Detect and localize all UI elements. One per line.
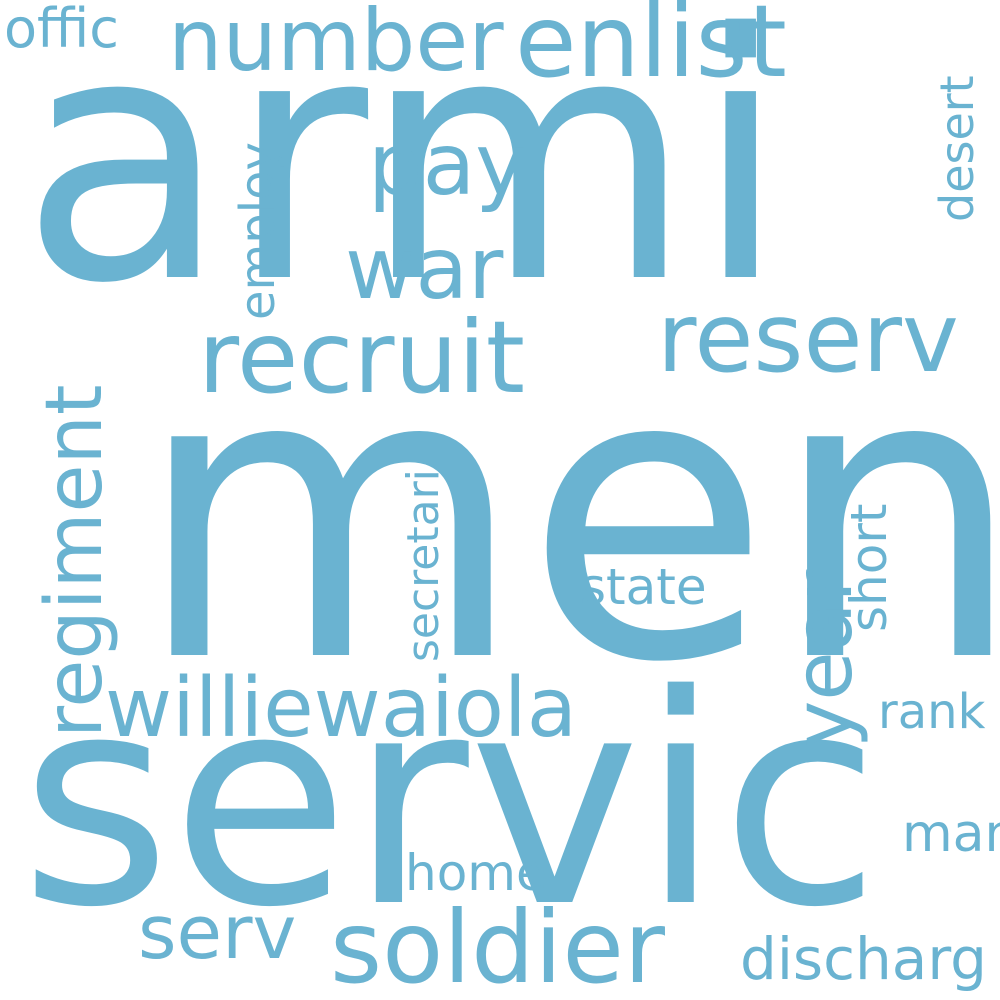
word-servic: servic: [20, 634, 881, 971]
word-number: number: [168, 0, 504, 91]
word-offic: offic: [4, 0, 119, 60]
word-man: man: [902, 804, 1000, 864]
word-men: men: [135, 285, 1000, 750]
word-employ: employ: [230, 142, 286, 320]
word-home: home: [405, 844, 547, 902]
word-enlist: enlist: [515, 0, 787, 100]
word-discharg: discharg: [740, 925, 987, 993]
word-state: state: [580, 558, 707, 616]
word-short: short: [840, 503, 898, 633]
word-reserv: reserv: [657, 282, 959, 394]
word-serv: serv: [138, 890, 297, 976]
word-secretari: secretari: [398, 469, 449, 662]
word-armi: armi: [20, 0, 788, 358]
word-desert: desert: [930, 75, 984, 222]
word-war: war: [345, 219, 504, 319]
word-pay: pay: [368, 115, 527, 215]
word-soldier: soldier: [330, 889, 665, 1000]
word-williewaiola: williewaiola: [105, 661, 577, 756]
word-rank: rank: [878, 684, 986, 740]
word-recruit: recruit: [198, 299, 525, 416]
word-regiment: regiment: [30, 384, 120, 738]
